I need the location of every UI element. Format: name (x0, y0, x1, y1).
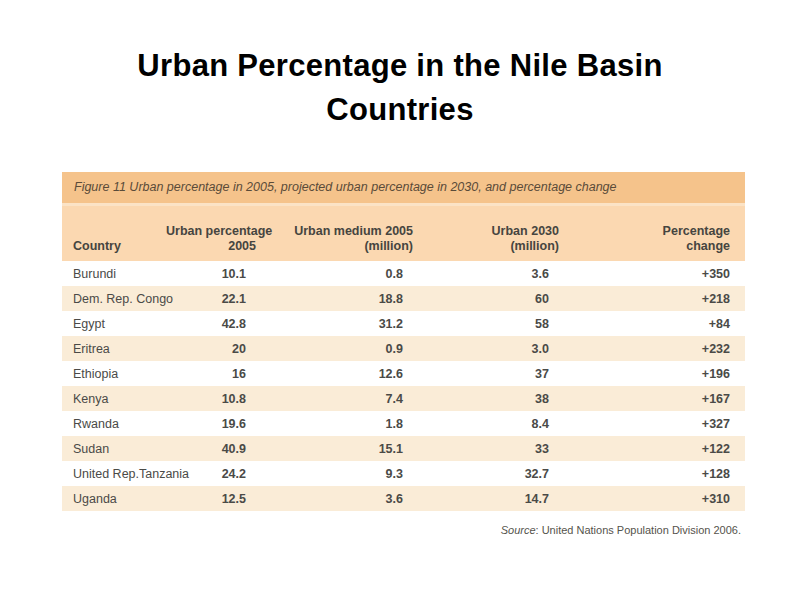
pct-change-value: +167 (563, 386, 745, 411)
pct-change-value: +128 (563, 461, 745, 486)
urban-pct-2005-value: 16 (166, 361, 260, 386)
table-row-tanzania: United Rep.Tanzania 24.2 9.3 32.7 +128 (62, 461, 745, 486)
table-row-eritrea: Eritrea 20 0.9 3.0 +232 (62, 336, 745, 361)
urban-2030-value: 3.0 (417, 336, 563, 361)
table-row-uganda: Uganda 12.5 3.6 14.7 +310 (62, 486, 745, 511)
source-text: : United Nations Population Division 200… (536, 524, 741, 536)
pct-change-value: +350 (563, 261, 745, 286)
urban-2030-value: 58 (417, 311, 563, 336)
col-header-upct-line1: Urban percentage (166, 224, 256, 239)
col-header-u2030-line2: (million) (417, 239, 559, 254)
pct-change-value: +122 (563, 436, 745, 461)
country-name: Kenya (62, 386, 166, 411)
table-row-kenya: Kenya 10.8 7.4 38 +167 (62, 386, 745, 411)
col-header-umed-line2: (million) (260, 239, 413, 254)
country-name: Uganda (62, 486, 166, 511)
page-title-line1: Urban Percentage in the Nile Basin (0, 44, 800, 88)
urban-pct-2005-value: 20 (166, 336, 260, 361)
urban-pct-2005-value: 10.1 (166, 261, 260, 286)
figure-caption: Figure 11 Urban percentage in 2005, proj… (62, 172, 745, 206)
urban-2030-value: 38 (417, 386, 563, 411)
table-row-burundi: Burundi 10.1 0.8 3.6 +350 (62, 261, 745, 286)
country-name: Rwanda (62, 411, 166, 436)
urban-medium-2005-value: 0.9 (260, 336, 417, 361)
table-row-sudan: Sudan 40.9 15.1 33 +122 (62, 436, 745, 461)
urban-medium-2005-value: 7.4 (260, 386, 417, 411)
pct-change-value: +196 (563, 361, 745, 386)
country-name: Ethiopia (62, 361, 166, 386)
urban-medium-2005-value: 1.8 (260, 411, 417, 436)
table-row-dem-rep-congo: Dem. Rep. Congo 22.1 18.8 60 +218 (62, 286, 745, 311)
urban-2030-value: 8.4 (417, 411, 563, 436)
country-name: Dem. Rep. Congo (62, 286, 166, 311)
page-title: Urban Percentage in the Nile Basin Count… (0, 44, 800, 132)
urban-2030-value: 32.7 (417, 461, 563, 486)
urban-medium-2005-value: 12.6 (260, 361, 417, 386)
urban-pct-2005-value: 12.5 (166, 486, 260, 511)
urban-pct-2005-value: 42.8 (166, 311, 260, 336)
urban-medium-2005-value: 15.1 (260, 436, 417, 461)
urban-2030-value: 33 (417, 436, 563, 461)
country-name: Eritrea (62, 336, 166, 361)
table-header: Country Urban percentage 2005 Urban medi… (62, 206, 745, 261)
urban-pct-2005-value: 10.8 (166, 386, 260, 411)
figure-11-container: Figure 11 Urban percentage in 2005, proj… (62, 172, 745, 536)
col-header-percentage-change: Percentage change (563, 206, 745, 261)
country-name: Burundi (62, 261, 166, 286)
urban-medium-2005-value: 3.6 (260, 486, 417, 511)
col-header-urban-percentage-2005: Urban percentage 2005 (166, 206, 260, 261)
table-body: Burundi 10.1 0.8 3.6 +350 Dem. Rep. Cong… (62, 261, 745, 511)
urban-medium-2005-value: 18.8 (260, 286, 417, 311)
pct-change-value: +232 (563, 336, 745, 361)
urban-pct-2005-value: 19.6 (166, 411, 260, 436)
urban-pct-2005-value: 22.1 (166, 286, 260, 311)
table-row-rwanda: Rwanda 19.6 1.8 8.4 +327 (62, 411, 745, 436)
col-header-upct-line2: 2005 (166, 239, 256, 254)
urban-medium-2005-value: 0.8 (260, 261, 417, 286)
urban-percentage-table: Country Urban percentage 2005 Urban medi… (62, 206, 745, 511)
urban-medium-2005-value: 9.3 (260, 461, 417, 486)
urban-2030-value: 37 (417, 361, 563, 386)
urban-2030-value: 14.7 (417, 486, 563, 511)
col-header-umed-line1: Urban medium 2005 (260, 224, 413, 239)
col-header-pchange-line2: change (563, 239, 730, 254)
urban-2030-value: 3.6 (417, 261, 563, 286)
country-name: Sudan (62, 436, 166, 461)
col-header-urban-2030: Urban 2030 (million) (417, 206, 563, 261)
col-header-country-line1: Country (73, 239, 166, 254)
col-header-urban-medium-2005: Urban medium 2005 (million) (260, 206, 417, 261)
urban-pct-2005-value: 40.9 (166, 436, 260, 461)
col-header-pchange-line1: Percentage (563, 224, 730, 239)
page-title-line2: Countries (0, 88, 800, 132)
pct-change-value: +310 (563, 486, 745, 511)
pct-change-value: +84 (563, 311, 745, 336)
pct-change-value: +327 (563, 411, 745, 436)
source-label: Source (501, 524, 536, 536)
urban-2030-value: 60 (417, 286, 563, 311)
source-note: Source: United Nations Population Divisi… (62, 524, 745, 536)
urban-medium-2005-value: 31.2 (260, 311, 417, 336)
table-row-egypt: Egypt 42.8 31.2 58 +84 (62, 311, 745, 336)
col-header-country: Country (62, 206, 166, 261)
country-name: United Rep.Tanzania (62, 461, 166, 486)
col-header-u2030-line1: Urban 2030 (417, 224, 559, 239)
country-name: Egypt (62, 311, 166, 336)
table-header-row: Country Urban percentage 2005 Urban medi… (62, 206, 745, 261)
table-row-ethiopia: Ethiopia 16 12.6 37 +196 (62, 361, 745, 386)
pct-change-value: +218 (563, 286, 745, 311)
